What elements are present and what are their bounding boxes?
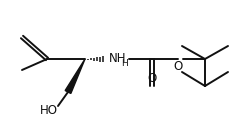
Text: NH: NH [109, 53, 127, 65]
Polygon shape [65, 59, 85, 93]
Text: O: O [148, 72, 156, 84]
Text: H: H [122, 60, 128, 69]
Text: O: O [174, 60, 182, 74]
Text: HO: HO [40, 103, 58, 117]
